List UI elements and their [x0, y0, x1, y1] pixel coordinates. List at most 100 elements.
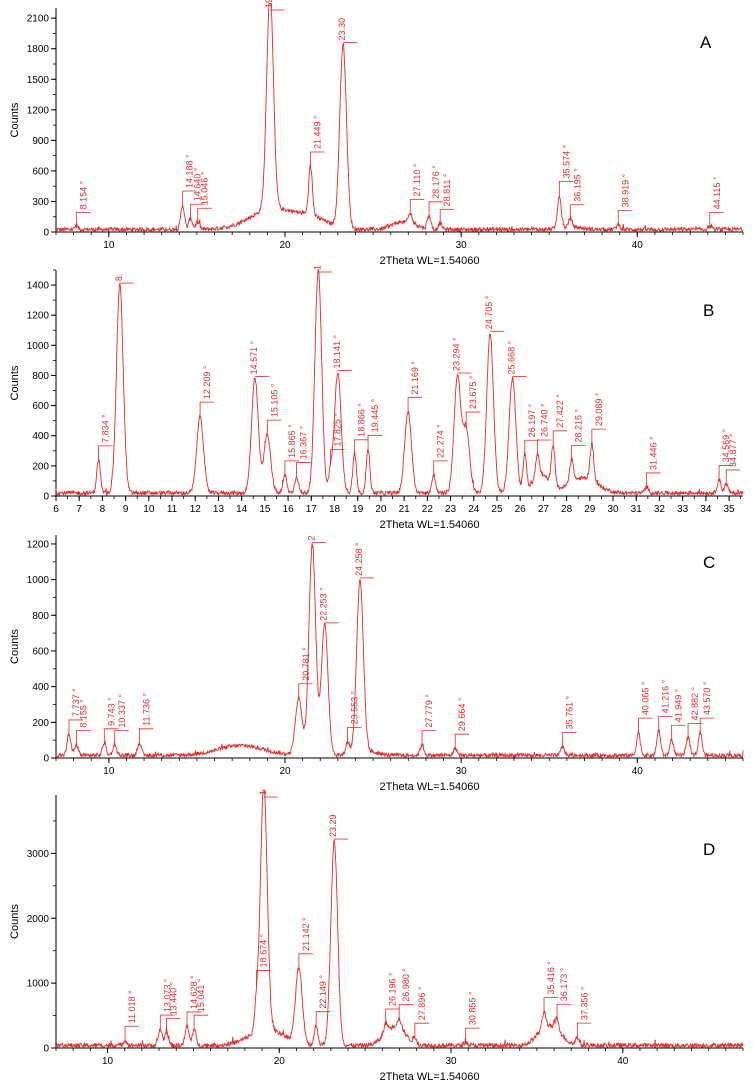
peak-marker: 27.896 ° [414, 986, 429, 1040]
y-tick-label: 300 [32, 197, 49, 208]
peak-leader [193, 1014, 209, 1032]
peak-leader [709, 211, 724, 229]
peak-leader [646, 472, 661, 489]
peak-leader [347, 726, 362, 744]
x-tick-label: 28 [561, 504, 573, 515]
peak-marker: 23.294 ° [451, 337, 472, 374]
peak-label: 37.356 ° [579, 986, 589, 1020]
peak-marker: 2 [306, 536, 327, 543]
peak-marker: 38.919 ° [617, 173, 633, 227]
x-axis-label: 2Theta WL=1.54060 [380, 255, 480, 267]
peak-leader [166, 1017, 181, 1035]
x-tick-label: 6 [53, 504, 59, 515]
peak-marker: 26.197 ° [524, 403, 539, 457]
peak-leader [569, 204, 585, 221]
x-tick-label: 11 [167, 504, 178, 515]
peak-leader [75, 211, 91, 229]
peak-marker: 14.640 ° [190, 167, 205, 221]
peak-label: 12.209 ° [202, 365, 212, 399]
peak-leader [296, 462, 311, 479]
peak-label: 26.980 ° [401, 968, 411, 1002]
y-tick-label: 800 [32, 371, 49, 382]
peak-marker: 25.668 ° [506, 340, 527, 377]
y-tick-label: 1500 [27, 75, 50, 86]
x-tick-label: 13 [213, 504, 225, 515]
peak-marker: 21.449 ° [310, 115, 325, 169]
peak-leader [524, 439, 539, 457]
peak-label: 23.30 [337, 18, 347, 41]
peak-label: 21.142 ° [301, 917, 311, 951]
peak-marker: 23.30 [337, 18, 358, 43]
x-axis-label: 2Theta WL=1.54060 [380, 781, 480, 793]
peak-marker: 41.216 ° [658, 679, 673, 733]
peak-marker: 35.574 ° [558, 144, 574, 198]
y-tick-label: 0 [43, 228, 49, 239]
peak-label: 7.834 ° [101, 414, 111, 443]
peak-label: 23.553 ° [350, 690, 360, 724]
peak-label: 18.674 ° [259, 933, 269, 967]
peak-leader [315, 1011, 331, 1028]
x-tick-label: 8 [100, 504, 106, 515]
peak-marker: 21.169 ° [407, 361, 423, 414]
y-tick-label: 1400 [27, 281, 50, 292]
peak-marker: 18.866 ° [354, 403, 369, 456]
peak-marker: 13.073 ° [159, 978, 175, 1032]
peak-marker: 34.569 ° [718, 428, 734, 482]
peak-leader [199, 401, 215, 419]
peak-label: 14.188 ° [185, 154, 195, 188]
x-tick-label: 23 [445, 504, 457, 515]
x-tick-label: 32 [654, 504, 666, 515]
peak-marker: 21.142 ° [298, 917, 313, 970]
peak-leader [266, 419, 282, 437]
peak-leader [439, 208, 455, 226]
peak-marker: 44.115 ° [709, 176, 724, 229]
peak-leader [414, 1022, 429, 1040]
y-axis-label: Counts [9, 629, 21, 664]
peak-label: 21.449 ° [313, 115, 323, 149]
x-tick-label: 40 [632, 240, 644, 251]
y-axis-label: Counts [9, 102, 21, 137]
peak-marker: 11.736 ° [139, 692, 154, 745]
peak-marker: 43.570 ° [699, 681, 715, 735]
peak-marker: 29.089 ° [591, 392, 606, 446]
x-tick-label: 40 [632, 766, 644, 777]
x-tick-label: 40 [617, 1056, 629, 1067]
panel-b: 0 200 400 600 800 1000 1200 1400 6 7 8 9 10 11 12 13 14 1… [9, 265, 744, 531]
peak-marker: 9.743 ° [103, 697, 119, 745]
x-tick-label: 26 [515, 504, 527, 515]
panel-c: 0 200 400 600 800 1000 1200 10 20 30 40 2Theta WL=1… [9, 535, 744, 793]
peak-label: 15.105 ° [269, 383, 279, 417]
peak-label: 28.176 ° [431, 165, 441, 199]
peak-label: 36.195 ° [572, 168, 582, 202]
peak-leader [687, 723, 703, 740]
y-tick-label: 600 [32, 166, 49, 177]
peak-label: 15.041 ° [196, 978, 206, 1012]
peak-leader [114, 730, 129, 747]
x-axis-label: 2Theta WL=1.54060 [380, 519, 480, 531]
peak-marker: 7.834 ° [98, 414, 113, 462]
y-tick-label: 1200 [27, 539, 50, 550]
peak-label: 38.919 ° [620, 173, 630, 207]
peak-label: 21.169 ° [410, 361, 420, 395]
peak-leader [558, 180, 574, 198]
peak-label: 18.141 ° [332, 334, 342, 368]
peak-marker: 23.675 ° [465, 375, 481, 429]
peak-marker: 29.664 ° [454, 697, 470, 751]
peak-leader [638, 717, 653, 735]
peak-label: 34.569 ° [721, 428, 731, 462]
peak-marker: 22.253 ° [319, 587, 339, 624]
peak-marker: 24.258 ° [354, 542, 375, 579]
peak-marker: 14.571 ° [249, 340, 269, 377]
peak-leader [310, 151, 325, 169]
peak-label: 27.779 ° [424, 694, 434, 728]
peak-marker: 1 [312, 265, 333, 273]
peak-marker: 28.811 ° [439, 173, 455, 226]
x-axis-label: 2Theta WL=1.54060 [380, 1071, 480, 1083]
x-tick-label: 15 [259, 504, 271, 515]
peak-label: 1 [312, 265, 322, 270]
x-tick-label: 21 [399, 504, 411, 515]
peak-label: 40.065 ° [640, 681, 650, 715]
peak-leader [658, 715, 673, 733]
peak-marker: 28.176 ° [428, 165, 444, 218]
